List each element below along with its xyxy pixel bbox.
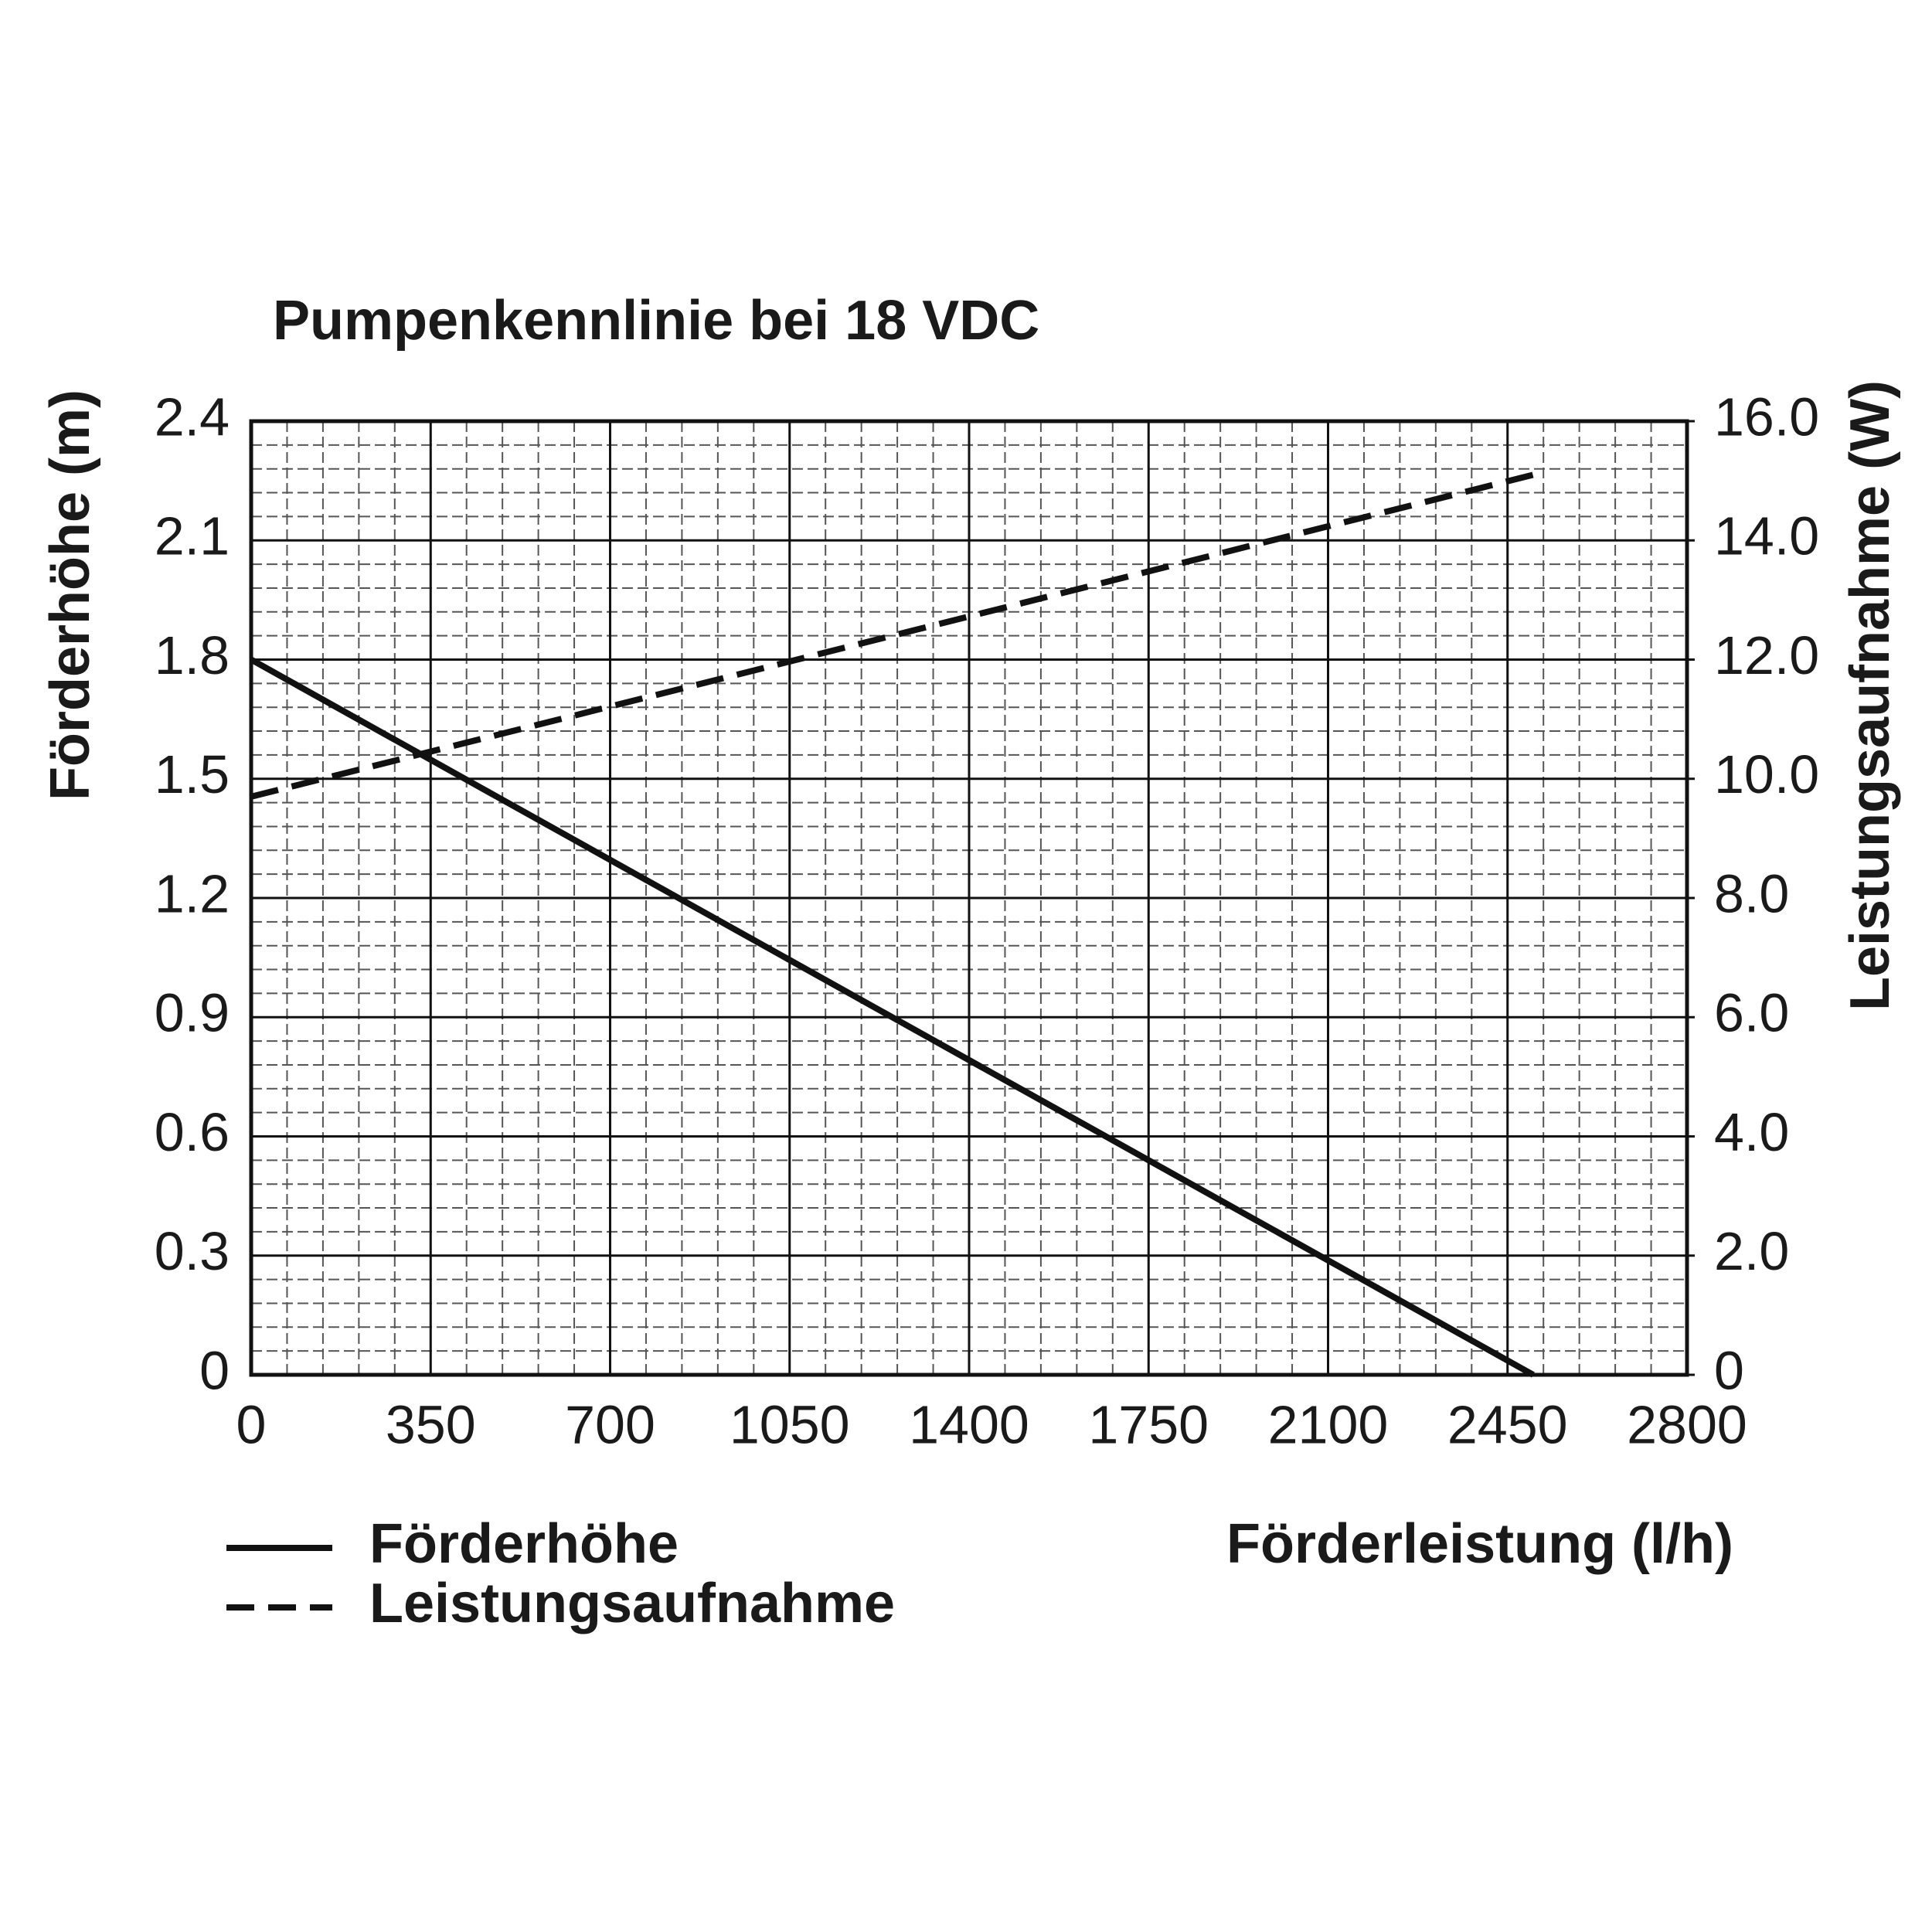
- line-series: [250, 471, 1534, 800]
- x-tick-label: 1050: [730, 1394, 850, 1454]
- legend-label: Förderhöhe: [369, 1513, 679, 1575]
- y-tick-label: 1.2: [155, 863, 230, 923]
- y-tick-label: 0.9: [155, 983, 230, 1043]
- x-tick-label: 1750: [1088, 1394, 1209, 1454]
- x-axis-label: Förderleistung (l/h): [1226, 1513, 1733, 1575]
- y-tick-label: 1.8: [155, 625, 230, 685]
- y-tick-label: 0: [199, 1340, 230, 1400]
- y-tick-label: 0.3: [155, 1221, 230, 1281]
- x-tick-label: 2100: [1268, 1394, 1389, 1454]
- x-tick-label: 0: [236, 1394, 267, 1454]
- line-series: [250, 657, 1535, 1378]
- x-tick-label: 700: [565, 1394, 655, 1454]
- y-tick-label: 2.1: [155, 506, 230, 566]
- y2-tick-label: 16.0: [1714, 386, 1819, 447]
- y2-tick-label: 8.0: [1714, 863, 1789, 923]
- y2-tick-label: 6.0: [1714, 983, 1789, 1043]
- x-tick-label: 2800: [1627, 1394, 1747, 1454]
- y2-tick-label: 12.0: [1714, 625, 1819, 685]
- x-tick-label: 2450: [1447, 1394, 1568, 1454]
- y2-tick-label: 4.0: [1714, 1102, 1789, 1162]
- x-tick-label: 350: [386, 1394, 476, 1454]
- y2-axis-label: Leistungsaufnahme (W): [1839, 380, 1901, 1011]
- y2-tick-label: 2.0: [1714, 1221, 1789, 1281]
- y2-tick-label: 10.0: [1714, 744, 1819, 804]
- plot-frame: [249, 419, 1689, 1377]
- chart-title: Pumpenkennlinie bei 18 VDC: [273, 290, 1039, 352]
- y-tick-label: 2.4: [155, 386, 230, 447]
- y-tick-label: 0.6: [155, 1102, 230, 1162]
- y2-tick-label: 0: [1714, 1340, 1744, 1400]
- y-axis-label: Förderhöhe (m): [39, 389, 101, 801]
- legend-label: Leistungsaufnahme: [369, 1573, 895, 1634]
- x-tick-label: 1400: [909, 1394, 1029, 1454]
- y2-tick-label: 14.0: [1714, 506, 1819, 566]
- y-tick-label: 1.5: [155, 744, 230, 804]
